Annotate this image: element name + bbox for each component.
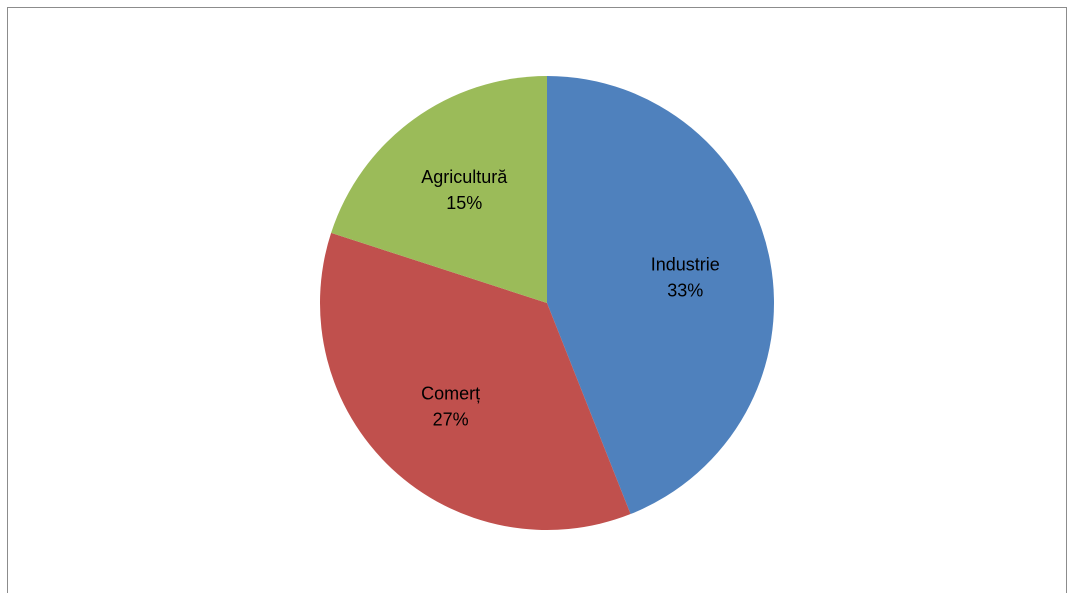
slice-percent-label: 27% [433, 410, 469, 430]
pie-slice-agricultura [331, 76, 547, 303]
pie-slice-comert [320, 232, 631, 530]
slice-category-label: Comerț [421, 384, 480, 404]
slice-category-label: Industrie [651, 255, 720, 275]
pie-slice-industrie [547, 76, 775, 515]
slice-percent-label: 15% [446, 193, 482, 213]
slice-label-agricultura: Agricultură 15% [421, 167, 508, 213]
slice-label-industrie: Industrie 33% [651, 255, 720, 301]
slice-percent-label: 33% [667, 281, 703, 301]
slice-label-comert: Comerț 27% [421, 384, 480, 430]
slice-category-label: Agricultură [421, 167, 508, 187]
